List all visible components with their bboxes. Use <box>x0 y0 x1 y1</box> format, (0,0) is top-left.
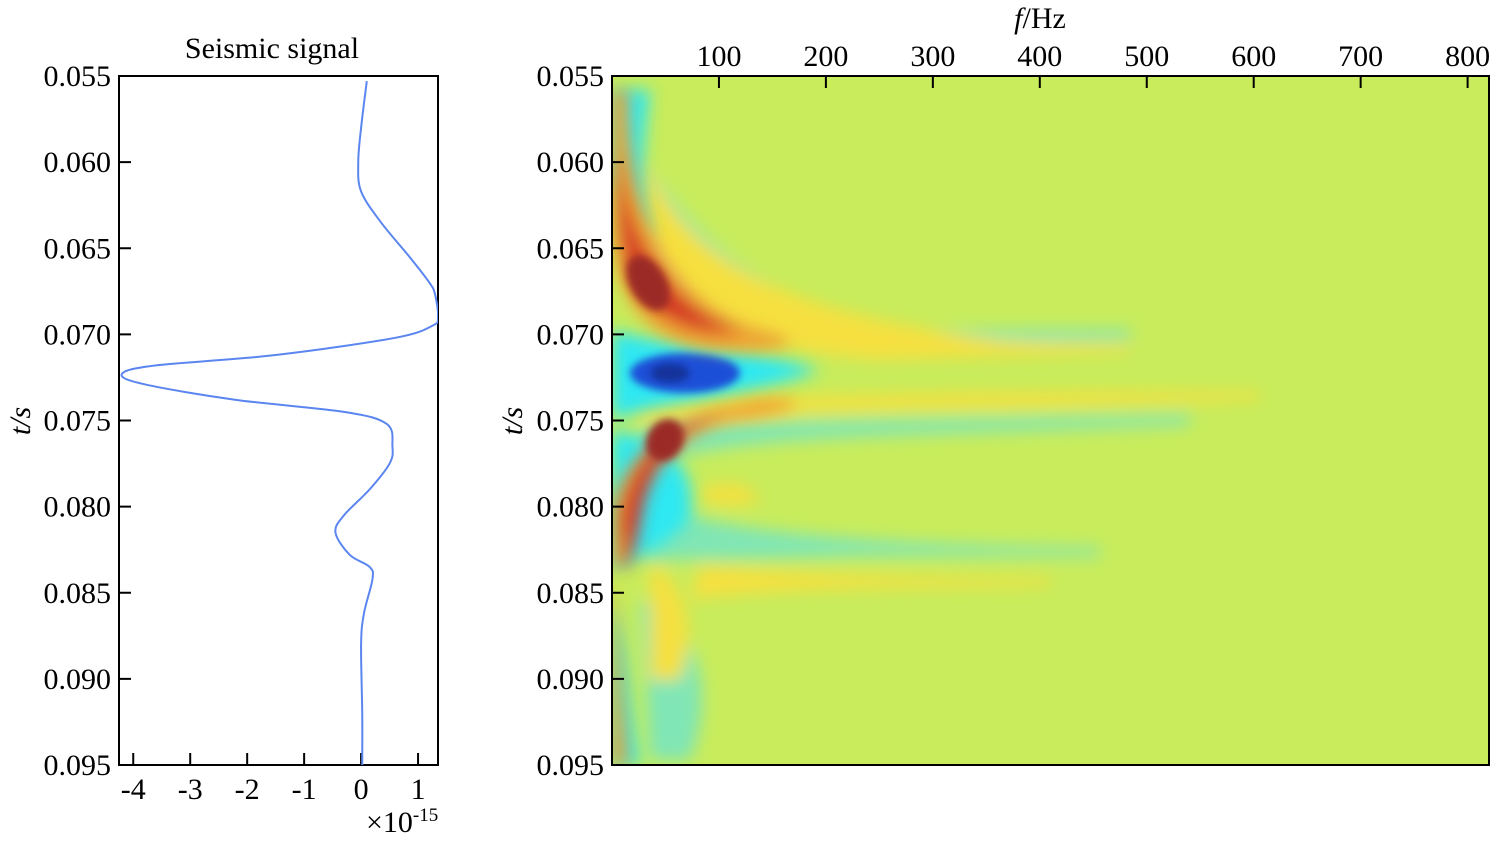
left-chart-title: Seismic signal <box>185 32 359 65</box>
right-x-tick-label-4: 500 <box>1124 40 1169 73</box>
heatmap-halos <box>628 150 1260 760</box>
left-x-tick-label-5: 1 <box>411 773 426 806</box>
right-x-tick-label-2: 300 <box>910 40 955 73</box>
left-y-tick-label-5: 0.080 <box>44 491 112 524</box>
right-x-tick-label-6: 700 <box>1338 40 1383 73</box>
left-y-tick-label-2: 0.065 <box>44 232 112 265</box>
heatmap-peak-cores <box>626 255 685 462</box>
left-x-tick-label-1: -3 <box>178 773 203 806</box>
heatmap-trough-core <box>630 353 740 393</box>
left-y-tick-label-4: 0.075 <box>44 405 112 438</box>
right-y-tick-label-7: 0.090 <box>537 663 605 696</box>
seismic-signal-panel: Seismic signal t/s 0.0550.0600.0650.0700… <box>4 32 439 839</box>
right-x-ticks: 100 200 300 400 500 600 700 800 <box>696 40 1490 88</box>
left-y-tick-label-0: 0.055 <box>44 60 112 93</box>
left-x-tick-label-0: -4 <box>121 773 146 806</box>
right-x-tick-label-5: 600 <box>1231 40 1276 73</box>
right-y-tick-label-4: 0.075 <box>537 405 605 438</box>
right-x-tick-label-1: 200 <box>803 40 848 73</box>
left-x-tick-label-3: -1 <box>292 773 317 806</box>
left-x-tick-label-2: -2 <box>235 773 260 806</box>
right-y-tick-label-3: 0.070 <box>537 318 605 351</box>
left-x-tick-label-4: 0 <box>354 773 369 806</box>
left-y-tick-label-7: 0.090 <box>44 663 112 696</box>
left-y-tick-label-8: 0.095 <box>44 749 112 782</box>
right-y-tick-label-2: 0.065 <box>537 232 605 265</box>
left-y-axis-label: t/s <box>4 407 37 435</box>
right-y-axis-label: t/s <box>496 407 529 435</box>
right-x-tick-label-3: 400 <box>1017 40 1062 73</box>
left-x-ticks: -4 -3 -2 -1 0 1 <box>121 753 426 806</box>
right-x-tick-label-0: 100 <box>696 40 741 73</box>
seismic-trace-line <box>120 81 438 765</box>
right-y-tick-label-0: 0.055 <box>537 60 605 93</box>
right-y-tick-label-8: 0.095 <box>537 749 605 782</box>
right-y-ticks: 0.055 0.060 0.065 0.070 0.075 0.080 0.085 0.090… <box>537 60 624 782</box>
left-y-ticks: 0.055 0.060 0.065 0.070 0.075 0.080 0.085 0.090… <box>44 60 131 782</box>
right-y-tick-label-5: 0.080 <box>537 491 605 524</box>
left-plot-frame <box>118 75 439 766</box>
right-x-tick-label-7: 800 <box>1445 40 1490 73</box>
heatmap-image <box>612 76 1489 765</box>
left-y-tick-label-6: 0.085 <box>44 577 112 610</box>
right-x-axis-label: f/Hz <box>1014 2 1066 35</box>
x-exponent-label: ×10-15 <box>366 805 438 839</box>
time-frequency-panel: f/Hz t/s <box>496 2 1490 782</box>
left-y-tick-label-1: 0.060 <box>44 146 112 179</box>
right-y-tick-label-6: 0.085 <box>537 577 605 610</box>
left-y-tick-label-3: 0.070 <box>44 318 112 351</box>
right-y-tick-label-1: 0.060 <box>537 146 605 179</box>
